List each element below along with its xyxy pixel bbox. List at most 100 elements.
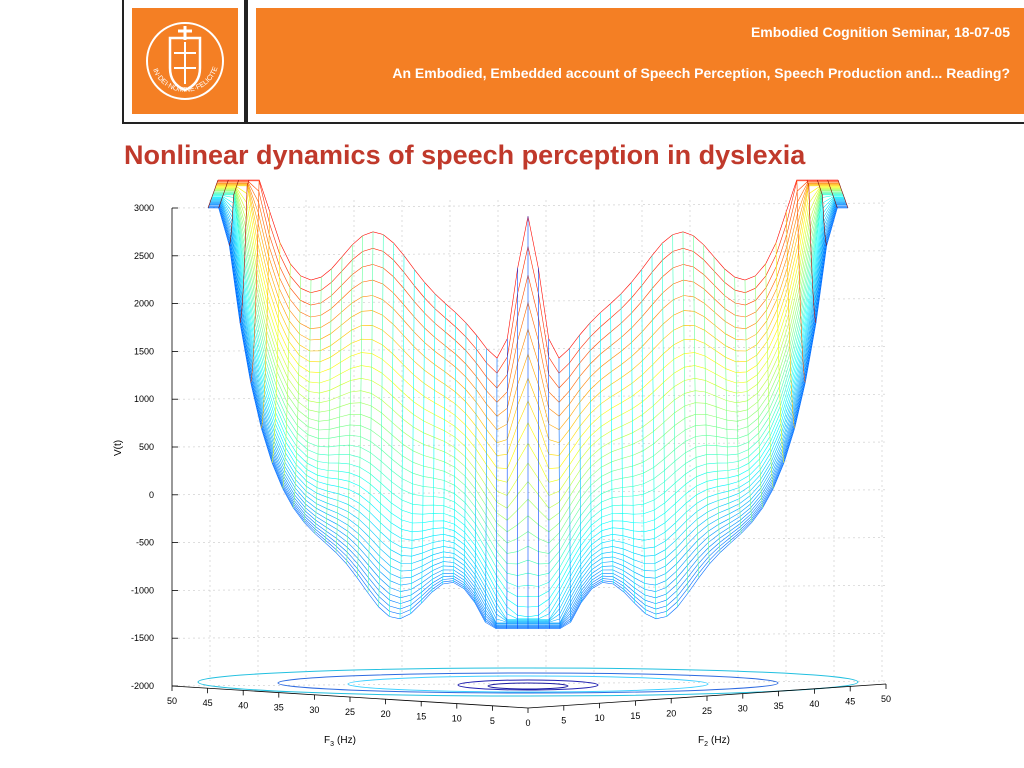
- slide-title: Nonlinear dynamics of speech perception …: [124, 140, 806, 170]
- z-tick-label: 2500: [134, 251, 154, 261]
- mesh-line: [250, 179, 260, 383]
- f2-tick-label: 5: [561, 716, 566, 726]
- mesh-line: [631, 282, 635, 604]
- mesh-line: [724, 268, 731, 543]
- contour-ring: [277, 672, 779, 694]
- mesh-line: [506, 338, 508, 629]
- mesh-line: [569, 348, 571, 623]
- f2-axis: 5 10 15 20 25 30 35 40 45 50: [527, 683, 891, 726]
- mesh-line: [293, 275, 301, 508]
- surface-plot: 300025002000150010005000-500-1000-1500-2…: [113, 179, 891, 748]
- mesh-line: [303, 279, 312, 523]
- surface-mesh: [207, 179, 849, 629]
- mesh-line: [282, 263, 291, 489]
- mesh-line: [421, 282, 425, 604]
- f3-tick-label: 40: [238, 700, 248, 710]
- z-tick-label: 2000: [134, 299, 154, 309]
- mesh-line: [474, 335, 477, 603]
- mesh-line: [463, 322, 467, 589]
- university-logo: IN·DEI·NOMINE·FELICITER: [129, 3, 238, 114]
- z-tick-label: -2000: [131, 681, 154, 691]
- z-tick-label: -1500: [131, 633, 154, 643]
- mesh-line: [442, 303, 446, 584]
- mesh-line: [827, 179, 838, 209]
- z-axis-label: V(t): [113, 440, 124, 456]
- grid-line: [177, 250, 887, 257]
- mesh-line: [271, 242, 281, 463]
- mesh-line: [786, 211, 795, 429]
- mesh-line: [682, 231, 689, 594]
- f2-axis-label: F2 (Hz): [698, 735, 730, 748]
- header-banner: Embodied Cognition Seminar, 18-07-05 An …: [256, 8, 1024, 114]
- grid-line: [177, 393, 887, 400]
- z-tick-label: 500: [139, 442, 154, 452]
- mesh-line: [713, 256, 721, 553]
- f3-axis-label: F3 (Hz): [324, 735, 356, 748]
- f2-tick-label: 30: [738, 704, 748, 714]
- grid-line: [177, 202, 887, 209]
- seminar-name: Embodied Cognition Seminar, 18-07-05: [750, 24, 1010, 40]
- mesh-line: [806, 179, 817, 323]
- z-tick-label: 1500: [134, 346, 154, 356]
- contour-ring: [347, 675, 709, 693]
- mesh-line: [431, 293, 436, 593]
- f3-tick-label: 45: [203, 698, 213, 708]
- mesh-line: [703, 244, 710, 565]
- grid-line: [177, 489, 887, 496]
- z-tick-label: 0: [149, 490, 154, 500]
- talk-title: An Embodied, Embedded account of Speech …: [392, 65, 1010, 81]
- mesh-line: [765, 263, 774, 489]
- mesh-line: [314, 277, 322, 534]
- mesh-line: [453, 312, 456, 583]
- mesh-line: [335, 256, 343, 553]
- mesh-line: [485, 348, 487, 623]
- contour-ring: [197, 667, 859, 697]
- contour-ring: [457, 679, 599, 691]
- mesh-line: [755, 275, 763, 508]
- f3-tick-label: 35: [274, 703, 284, 713]
- grid-line: [177, 585, 887, 591]
- mesh-line: [399, 255, 405, 619]
- z-axis: 3000 2500 2000 1500 1000 500 0 -500 -1000 -1500 -2…: [131, 203, 178, 691]
- z-tick-label: 1000: [134, 394, 154, 404]
- mesh-line: [734, 277, 742, 534]
- mesh-line: [261, 211, 270, 429]
- mesh-line: [620, 293, 625, 593]
- grid-line: [177, 441, 887, 448]
- mesh-line: [207, 179, 219, 209]
- mesh-line: [579, 335, 582, 603]
- f2-tick-label: 35: [774, 701, 784, 711]
- mesh-line: [218, 179, 229, 209]
- grid-line: [177, 298, 887, 304]
- mesh-line: [495, 358, 498, 629]
- mesh-line: [662, 243, 667, 617]
- contour-ring: [487, 682, 569, 690]
- grid-line: [177, 537, 887, 543]
- f3-tick-label: 10: [452, 714, 462, 724]
- mesh-line: [229, 179, 239, 246]
- f2-tick-label: 50: [881, 694, 891, 704]
- f2-tick-label: 10: [595, 713, 605, 723]
- mesh-line: [239, 179, 250, 323]
- grid-line: [177, 680, 887, 687]
- f3-axis: 50 45 40 35 30 25 20 15 10 5 0: [167, 685, 531, 728]
- grid-line: [177, 632, 887, 639]
- header: Embodied Cognition Seminar, 18-07-05 An …: [246, 0, 1024, 124]
- mesh-line: [641, 269, 646, 614]
- mesh-line: [817, 179, 827, 246]
- mesh-line: [693, 235, 699, 578]
- f2-tick-label: 45: [845, 696, 855, 706]
- logo-frame: IN·DEI·NOMINE·FELICITER: [122, 0, 246, 124]
- mesh-line: [589, 322, 593, 589]
- mesh-line: [389, 243, 394, 617]
- mesh-line: [558, 358, 561, 629]
- contour-projection: [197, 667, 859, 697]
- f3-tick-label: 30: [309, 705, 319, 715]
- z-tick-label: -500: [136, 538, 154, 548]
- grid-line: [177, 346, 887, 352]
- z-tick-label: 3000: [134, 203, 154, 213]
- mesh-line: [837, 179, 849, 209]
- f3-tick-label: 50: [167, 696, 177, 706]
- mesh-line: [325, 268, 332, 543]
- mesh-line: [378, 234, 384, 608]
